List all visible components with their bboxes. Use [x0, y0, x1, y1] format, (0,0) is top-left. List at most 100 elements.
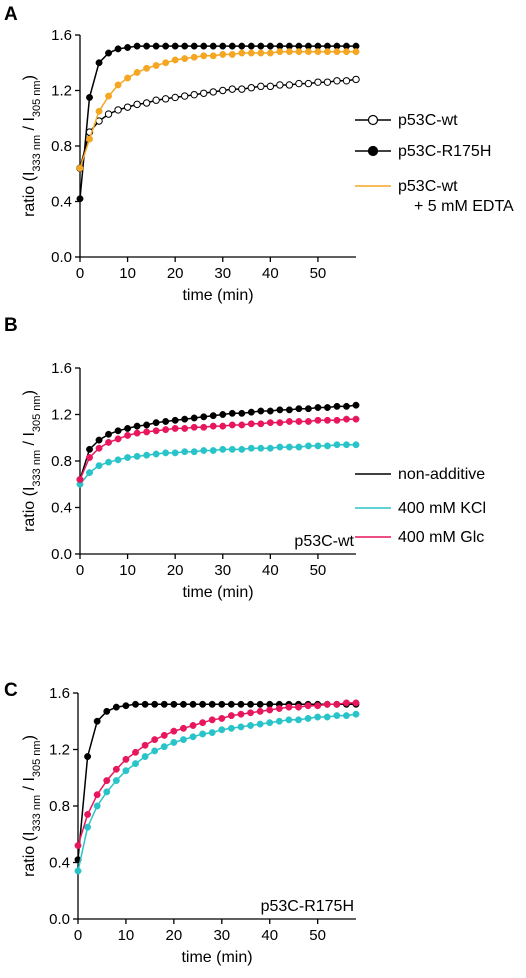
data-point	[179, 736, 187, 744]
series-1	[76, 441, 360, 488]
data-point	[266, 49, 274, 57]
data-point	[160, 700, 168, 708]
data-point	[133, 452, 141, 460]
data-point	[266, 419, 274, 427]
legend-swatch-marker	[367, 145, 379, 157]
data-point	[74, 842, 82, 849]
data-point	[314, 442, 322, 450]
data-point	[285, 48, 293, 56]
data-point	[257, 82, 265, 91]
data-point	[200, 447, 208, 454]
data-point	[323, 78, 332, 86]
data-point	[228, 42, 236, 50]
data-point	[295, 716, 302, 724]
data-point	[238, 445, 246, 453]
x-tick-label: 10	[119, 265, 136, 282]
data-point	[142, 99, 151, 107]
data-point	[162, 449, 170, 457]
y-axis-title-sub1: 333 nm	[31, 450, 43, 487]
data-point	[228, 409, 236, 417]
data-point	[103, 777, 111, 785]
data-point	[189, 722, 197, 729]
y-axis-title-suffix: )	[21, 390, 38, 395]
series-1	[76, 42, 360, 203]
data-point	[112, 765, 120, 773]
data-point	[323, 713, 331, 721]
y-tick-label: 0.8	[49, 798, 70, 815]
series-line	[79, 78, 357, 169]
y-tick-label: 0.4	[51, 500, 72, 517]
data-point	[333, 402, 341, 410]
data-point	[132, 748, 139, 756]
data-point	[86, 469, 93, 477]
data-point	[95, 444, 103, 452]
data-point	[141, 753, 149, 761]
data-point	[228, 445, 236, 453]
y-axis-title-mid: / I	[21, 117, 38, 135]
legend: non-additive 400 mM KCl 400 mM Glc	[355, 466, 486, 546]
data-point	[304, 79, 313, 88]
data-point	[343, 415, 350, 423]
data-point	[237, 723, 245, 731]
data-point	[257, 407, 265, 415]
legend: p53C-wt p53C-R175H p53C-wt + 5 mM EDTA	[355, 112, 514, 215]
data-point	[161, 95, 170, 103]
data-point	[105, 92, 113, 100]
data-point	[76, 476, 84, 484]
data-point	[76, 164, 84, 172]
data-point	[219, 50, 227, 58]
data-point	[275, 717, 283, 725]
data-point	[285, 443, 293, 451]
data-point	[238, 42, 246, 50]
data-point	[170, 700, 178, 708]
data-point	[342, 77, 351, 85]
y-axis-title: ratio (I333 nm / I305 nm)	[21, 75, 43, 217]
data-point	[352, 699, 360, 707]
data-point	[143, 428, 151, 436]
data-point	[304, 48, 312, 56]
y-axis-title-sub2: 305 nm	[31, 740, 43, 777]
y-axis-title: ratio (I333 nm / I305 nm)	[21, 390, 43, 532]
data-point	[266, 719, 274, 727]
series-line	[79, 45, 356, 199]
y-tick-label: 0.4	[51, 194, 72, 211]
x-axis-title: time (min)	[181, 949, 252, 966]
panel-letter: A	[4, 4, 18, 25]
data-point	[122, 755, 130, 763]
data-point	[152, 419, 160, 427]
data-point	[114, 427, 122, 435]
data-point	[323, 700, 331, 708]
data-point	[152, 450, 160, 458]
data-point	[228, 50, 236, 58]
data-point	[170, 738, 178, 746]
series-1	[74, 710, 360, 875]
data-point	[323, 416, 331, 424]
data-point	[247, 722, 255, 729]
data-point	[190, 414, 198, 422]
data-point	[247, 84, 256, 92]
data-point	[170, 727, 178, 735]
legend-label: p53C-wt	[398, 112, 458, 129]
data-point	[256, 700, 264, 708]
data-point	[285, 81, 294, 89]
data-point	[257, 42, 265, 50]
data-point	[103, 788, 111, 796]
data-point	[190, 448, 198, 456]
data-point	[190, 423, 198, 431]
data-point	[76, 195, 84, 203]
data-point	[333, 441, 341, 449]
data-point	[247, 709, 255, 717]
data-point	[162, 418, 170, 425]
data-point	[93, 717, 101, 725]
data-point	[143, 64, 151, 72]
data-point	[219, 42, 227, 50]
data-point	[124, 431, 132, 439]
data-point	[95, 462, 103, 470]
data-point	[209, 447, 217, 454]
data-point	[208, 700, 216, 708]
data-point	[343, 48, 350, 56]
legend-label: p53C-wt	[398, 178, 458, 195]
data-point	[314, 416, 322, 424]
data-point	[285, 406, 293, 414]
